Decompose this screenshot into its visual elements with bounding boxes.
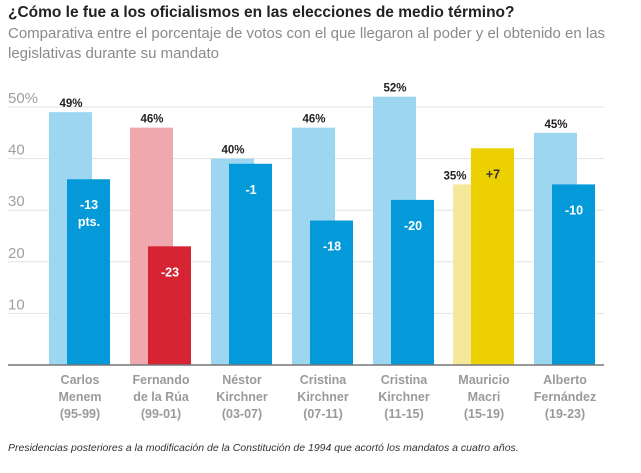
y-tick-label: 10: [8, 296, 25, 313]
x-category-label: (99-01): [141, 407, 181, 421]
bar-value-label: 35%: [443, 170, 466, 182]
bar-change-label: -18: [323, 240, 341, 254]
bar-chart: 50% 40 30 20 10 49% -13 pts. Carlos Menem (95-99) 4…: [8, 83, 604, 421]
footnote: Presidencias posteriores a la modificaci…: [8, 442, 519, 454]
x-category-label: de la Rúa: [133, 390, 190, 404]
bar-midterm: [67, 179, 110, 365]
bar-value-label: 49%: [59, 98, 82, 110]
bar-change-label: pts.: [78, 215, 100, 229]
bar-value-label: 52%: [383, 83, 406, 95]
x-category-label: Mauricio: [458, 373, 510, 387]
bar-midterm: [552, 184, 595, 365]
y-tick-label: 20: [8, 245, 25, 262]
y-tick-label: 30: [8, 193, 25, 210]
chart-subtitle: Comparativa entre el porcentaje de votos…: [8, 25, 606, 62]
bar-value-label: 46%: [140, 114, 163, 126]
y-tick-label: 50%: [8, 90, 38, 107]
x-category-label: Menem: [58, 390, 101, 404]
x-category-label: Kirchner: [297, 390, 349, 404]
x-category-label: Carlos: [61, 373, 100, 387]
x-category-label: Kirchner: [216, 390, 268, 404]
x-category-label: Kirchner: [378, 390, 430, 404]
bar-midterm: [310, 220, 353, 365]
x-category-label: Cristina: [300, 373, 348, 387]
bar-change-label: -20: [404, 219, 422, 233]
x-category-label: Cristina: [381, 373, 429, 387]
x-category-label: Alberto: [543, 373, 587, 387]
x-category-label: Macri: [468, 390, 501, 404]
bar-change-label: +7: [486, 167, 500, 181]
bar-midterm: [471, 148, 514, 365]
x-category-label: (03-07): [222, 407, 262, 421]
x-category-label: Fernández: [534, 390, 597, 404]
x-category-label: (11-15): [384, 407, 424, 421]
x-category-label: (07-11): [303, 407, 343, 421]
bar-midterm: [229, 163, 272, 365]
bar-change-label: -23: [161, 265, 179, 279]
chart-title: ¿Cómo le fue a los oficialismos en las e…: [8, 4, 515, 21]
bar-change-label: -1: [245, 183, 256, 197]
bar-midterm: [391, 199, 434, 365]
bar-midterm: [148, 246, 191, 365]
bar-value-label: 45%: [544, 119, 567, 131]
x-category-label: (19-23): [545, 407, 585, 421]
x-category-label: (95-99): [60, 407, 100, 421]
bar-value-label: 46%: [302, 114, 325, 126]
bar-change-label: -13: [80, 198, 98, 212]
x-category-label: Néstor: [222, 373, 262, 387]
bar-change-label: -10: [565, 203, 583, 217]
bar-value-label: 40%: [221, 145, 244, 157]
x-category-label: Fernando: [133, 373, 190, 387]
y-tick-label: 40: [8, 142, 25, 159]
x-category-label: (15-19): [464, 407, 504, 421]
